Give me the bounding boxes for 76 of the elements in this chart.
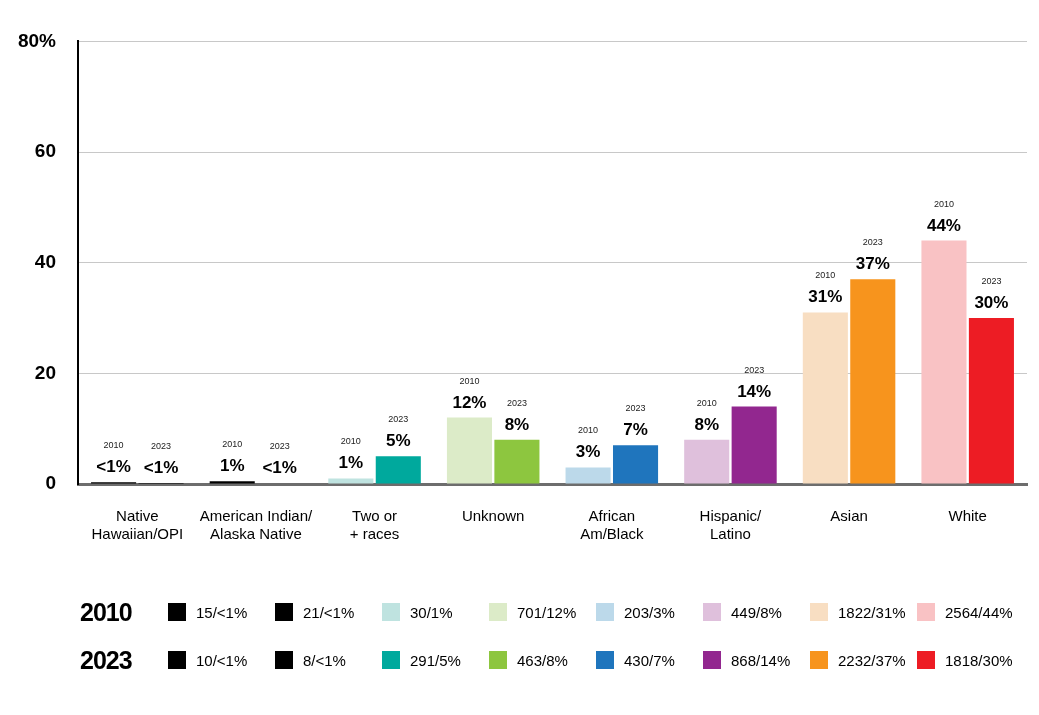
text: 2023 [744,364,765,375]
bar [209,481,255,484]
data-label: 12% [452,392,487,412]
data-label: 5% [386,431,411,451]
text: 2010 [696,397,717,408]
text: 2010 [459,375,480,386]
bar [494,439,540,484]
text: 449/8% [731,603,782,621]
data-label: <1% [96,457,131,477]
text: 21/<1% [303,603,355,621]
text: 2023 [151,440,172,451]
text: 701/12% [517,603,577,621]
text: 2010 [933,198,954,209]
data-label: <1% [143,457,179,477]
bar [565,467,611,484]
data-label: 3% [575,442,601,462]
y-tick-label: 80% [17,29,57,51]
text: 2023 [388,414,409,425]
text: 2564/44% [945,603,1013,621]
text: 8/<1% [303,651,346,669]
data-label: 7% [623,420,648,440]
text: 2010 [103,440,124,451]
text: 2232/37% [838,651,906,669]
text: 10/<1% [196,651,248,669]
text: 2010 [578,425,599,436]
bar [731,406,777,484]
legend-label: 2010 [79,597,133,627]
bar [613,445,659,484]
x-tick-label: Hispanic/ Latino [699,507,763,543]
data-label: <1% [262,458,297,478]
data-label: 44% [926,215,961,235]
data-label: 31% [808,287,843,307]
data-label: 14% [737,381,772,401]
x-tick-label: Asian [830,507,868,525]
bar [802,312,848,484]
data-label: 1% [338,453,364,473]
text: 1818/30% [945,651,1013,669]
y-tick-label: 40 [34,250,56,272]
data-label: 8% [694,414,719,434]
text: 291/5% [410,651,461,669]
x-tick-label: Two or + races [349,507,400,543]
bar [375,456,421,484]
y-tick-label: 20 [34,361,56,383]
x-tick-label: White [948,507,987,525]
text: 30/1% [410,603,453,621]
text: 15/<1% [196,603,248,621]
bar [921,240,967,484]
text: 2023 [506,397,527,408]
x-tick-label: Native Hawaiian/OPI [91,507,184,543]
bar [446,417,492,484]
bar [968,318,1014,484]
bar [328,478,374,484]
text: 203/3% [624,603,675,621]
data-label: 8% [504,414,530,434]
text: 2023 [981,276,1002,287]
legend-label: 2023 [79,645,133,675]
text: 868/14% [731,651,791,669]
text: 2023 [269,441,290,452]
bar [850,279,896,484]
y-tick-label: 60 [34,140,56,162]
x-tick-label: African Am/Black [580,507,644,543]
bar [684,439,730,484]
text: 2010 [340,436,361,447]
x-tick-label: American Indian/ Alaska Native [199,507,314,543]
text: 430/7% [624,651,675,669]
x-tick-label: Unknown [461,507,525,525]
text: 2010 [815,270,836,281]
data-label: 30% [974,293,1009,313]
data-label: 1% [219,456,245,476]
text: 1822/31% [838,603,906,621]
y-tick-label: 0 [45,472,56,494]
text: 2023 [862,237,883,248]
text: 2023 [625,403,646,414]
text: 463/8% [517,651,568,669]
data-label: 37% [855,254,890,274]
text: 2010 [222,439,243,450]
